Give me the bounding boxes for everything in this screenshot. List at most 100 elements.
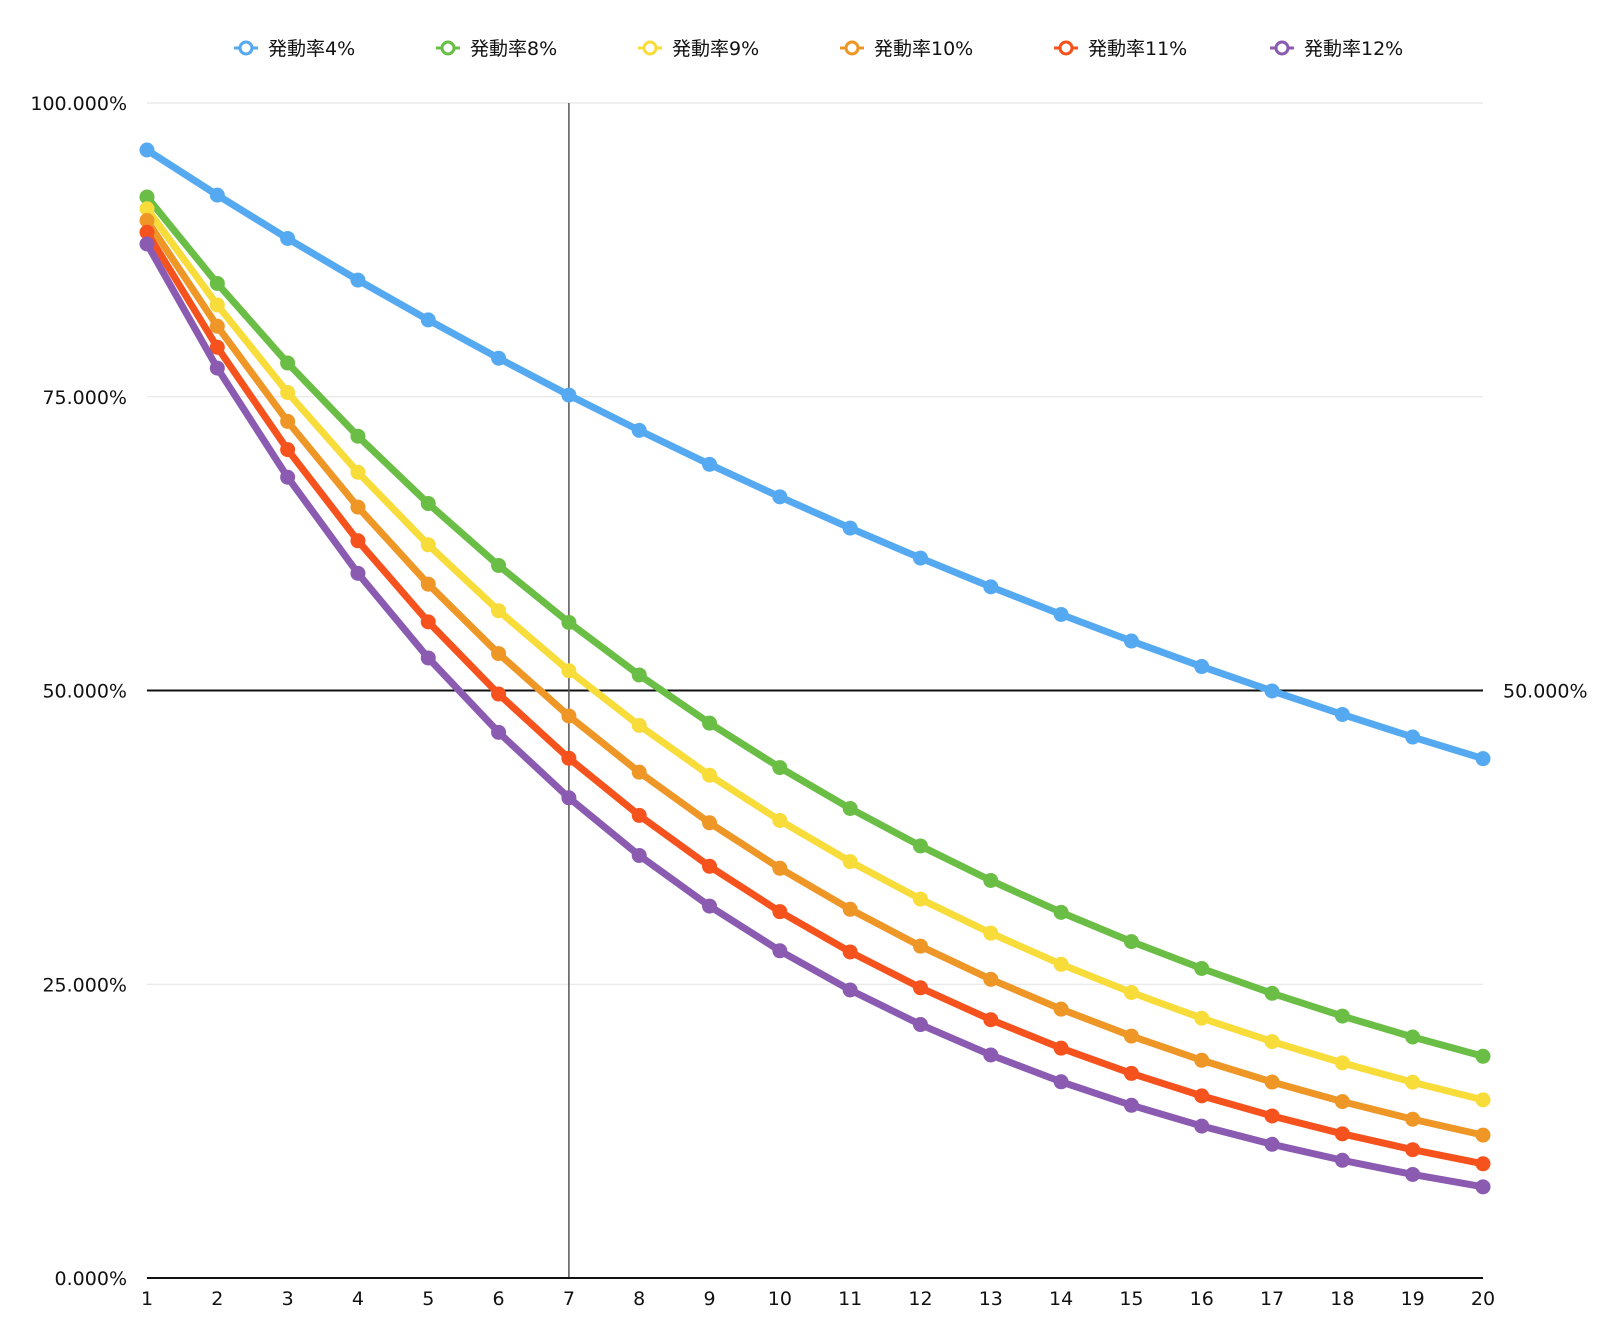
data-point: [702, 456, 718, 472]
data-point: [1405, 1166, 1421, 1182]
data-point: [1053, 1001, 1069, 1017]
data-point: [1194, 1052, 1210, 1068]
series-line: [143, 193, 1487, 1060]
data-point: [491, 557, 507, 573]
data-point: [842, 944, 858, 960]
data-point: [209, 360, 225, 376]
data-point: [209, 339, 225, 355]
axes: 0.000% 25.000% 50.000% 75.000% 100.000% 50.00…: [30, 93, 1587, 1310]
data-point: [1334, 1055, 1350, 1071]
data-point: [772, 943, 788, 959]
data-point: [209, 275, 225, 291]
legend-marker-circle: [1274, 40, 1290, 56]
data-point: [1475, 751, 1491, 767]
legend: 発動率4% 発動率8% 発動率9% 発動率10% 発動率11% 発動率12%: [234, 38, 1403, 60]
data-point: [209, 187, 225, 203]
legend-label: 発動率4%: [268, 38, 355, 60]
data-point: [280, 413, 296, 429]
legend-label: 発動率11%: [1088, 38, 1187, 60]
data-point: [912, 891, 928, 907]
data-point: [1405, 1074, 1421, 1090]
data-point: [1053, 1040, 1069, 1056]
data-point: [842, 800, 858, 816]
legend-item: 発動率11%: [1054, 38, 1187, 60]
data-point: [491, 603, 507, 619]
data-point: [561, 790, 577, 806]
data-point: [702, 898, 718, 914]
legend-marker-circle: [844, 40, 860, 56]
y-tick-label: 100.000%: [30, 93, 127, 115]
series-3: [139, 201, 1491, 1108]
data-point: [842, 854, 858, 870]
data-point: [1194, 961, 1210, 977]
data-point: [1123, 1028, 1139, 1044]
data-point: [491, 724, 507, 740]
data-point: [1475, 1179, 1491, 1195]
data-point: [1475, 1127, 1491, 1143]
data-point: [420, 650, 436, 666]
data-point: [1053, 956, 1069, 972]
y-tick-label: 25.000%: [42, 974, 127, 996]
data-point: [350, 272, 366, 288]
data-point: [1475, 1092, 1491, 1108]
data-point: [139, 201, 155, 217]
x-tick-label: 2: [211, 1288, 223, 1310]
series-line: [143, 146, 1487, 763]
data-point: [1334, 1152, 1350, 1168]
data-point: [772, 904, 788, 920]
data-point: [561, 614, 577, 630]
data-point: [772, 812, 788, 828]
series-line: [143, 228, 1487, 1168]
data-point: [139, 142, 155, 158]
data-point: [1334, 1094, 1350, 1110]
data-point: [983, 925, 999, 941]
x-tick-label: 1: [141, 1288, 153, 1310]
legend-item: 発動率9%: [638, 38, 759, 60]
data-point: [280, 442, 296, 458]
data-point: [1264, 1136, 1280, 1152]
data-point: [983, 872, 999, 888]
data-point: [983, 1012, 999, 1028]
gridlines: [147, 102, 1483, 985]
data-point: [1194, 1088, 1210, 1104]
data-point: [1405, 1111, 1421, 1127]
x-tick-label: 18: [1330, 1288, 1354, 1310]
data-point: [1475, 1156, 1491, 1172]
data-point: [1194, 1010, 1210, 1026]
data-point: [1053, 606, 1069, 622]
data-point: [1264, 1074, 1280, 1090]
data-point: [983, 1047, 999, 1063]
series-2: [139, 189, 1491, 1064]
data-point: [139, 236, 155, 252]
x-tick-label: 17: [1260, 1288, 1284, 1310]
series-6: [139, 236, 1491, 1195]
y-tick-label: 0.000%: [55, 1268, 127, 1290]
data-point: [1264, 1034, 1280, 1050]
data-point: [350, 499, 366, 515]
x-tick-label: 7: [563, 1288, 575, 1310]
x-tick-label: 13: [979, 1288, 1003, 1310]
data-point: [631, 667, 647, 683]
data-point: [842, 520, 858, 536]
data-point: [702, 815, 718, 831]
x-tick-label: 14: [1049, 1288, 1073, 1310]
data-point: [772, 860, 788, 876]
data-point: [912, 1017, 928, 1033]
data-point: [350, 428, 366, 444]
legend-marker-circle: [1058, 40, 1074, 56]
data-point: [561, 750, 577, 766]
legend-marker-circle: [440, 40, 456, 56]
data-point: [1123, 1065, 1139, 1081]
x-tick-label: 11: [838, 1288, 862, 1310]
data-point: [1405, 1142, 1421, 1158]
legend-item: 発動率10%: [840, 38, 973, 60]
data-point: [280, 469, 296, 485]
data-point: [139, 224, 155, 240]
data-point: [1123, 984, 1139, 1000]
data-point: [1334, 1008, 1350, 1024]
data-point: [631, 847, 647, 863]
data-point: [983, 971, 999, 987]
series-5: [139, 224, 1491, 1172]
data-point: [1194, 1118, 1210, 1134]
